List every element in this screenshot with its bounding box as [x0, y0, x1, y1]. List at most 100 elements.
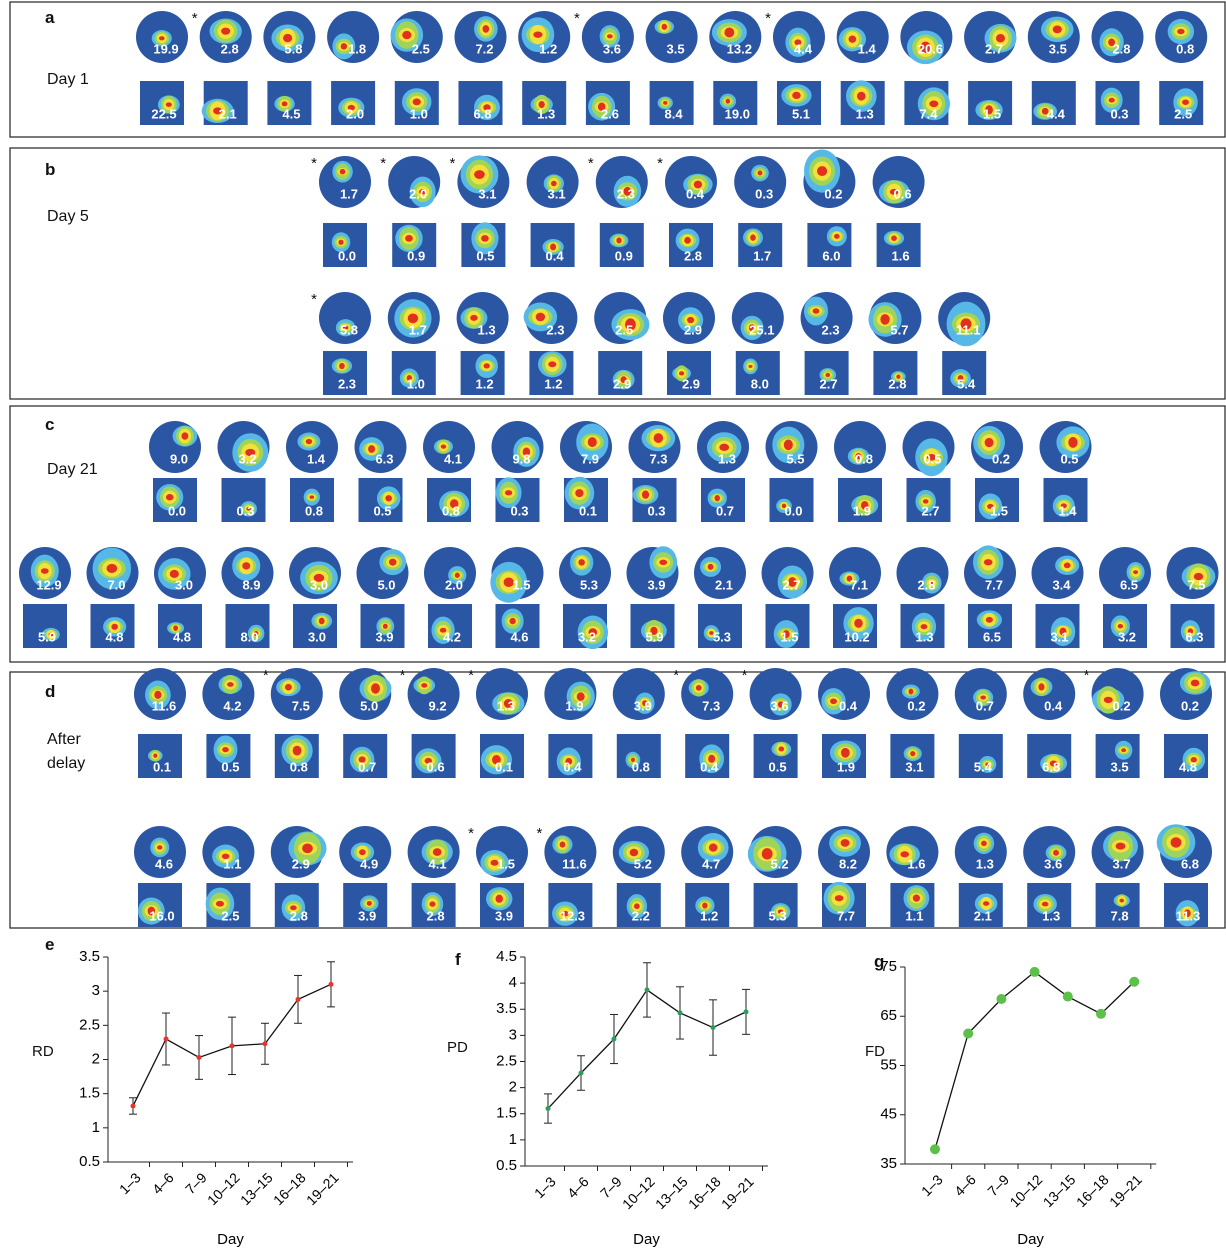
y-tick-label: 2.5 — [79, 1016, 100, 1033]
field-blob — [891, 235, 897, 240]
field-blob — [222, 747, 229, 752]
peak-rate: 2.8 — [1112, 41, 1130, 56]
peak-rate: 8.4 — [665, 106, 684, 121]
y-tick-label: 3.5 — [79, 948, 100, 965]
field-blob — [340, 169, 346, 175]
field-blob — [792, 92, 800, 99]
x-tick-label: 13–15 — [1040, 1171, 1079, 1210]
peak-rate: 2.6 — [601, 106, 619, 121]
field-blob — [913, 895, 920, 902]
field-blob — [216, 901, 224, 907]
peak-rate: 13.2 — [727, 41, 752, 56]
peak-rate: 1.2 — [700, 908, 718, 923]
peak-rate: 2.8 — [917, 577, 935, 592]
panel-label: f — [455, 950, 461, 970]
peak-rate: 6.5 — [983, 629, 1001, 644]
field-blob — [985, 438, 994, 447]
peak-rate: 5.1 — [792, 106, 810, 121]
star-marker: * — [657, 155, 663, 172]
data-point — [963, 1028, 973, 1038]
peak-rate: 2.3 — [338, 376, 356, 391]
peak-rate: 3.2 — [1118, 629, 1136, 644]
peak-rate: 3.1 — [478, 186, 496, 201]
x-tick-label: 4–6 — [564, 1173, 592, 1201]
figure-graphics: 19.922.52.82.1*5.84.51.82.02.51.07.26.81… — [0, 0, 1226, 1252]
peak-rate: 1.4 — [1058, 503, 1077, 518]
x-tick-label: 10–12 — [1006, 1171, 1045, 1210]
peak-rate: 1.2 — [544, 376, 562, 391]
peak-rate: 4.5 — [282, 106, 300, 121]
peak-rate: 0.3 — [755, 186, 773, 201]
x-tick-label: 16–18 — [270, 1169, 309, 1208]
peak-rate: 4.2 — [443, 629, 461, 644]
peak-rate: 1.7 — [409, 322, 427, 337]
peak-rate: 2.1 — [219, 106, 237, 121]
peak-rate: 0.3 — [647, 503, 665, 518]
peak-rate: 3.1 — [905, 759, 923, 774]
field-blob — [106, 564, 117, 573]
peak-rate: 12.9 — [36, 577, 61, 592]
peak-rate: 0.7 — [716, 503, 734, 518]
x-tick-label: 1–3 — [918, 1171, 946, 1199]
field-blob — [910, 751, 915, 756]
data-point — [1096, 1009, 1106, 1019]
field-blob — [227, 682, 234, 687]
peak-rate: 5.7 — [890, 322, 908, 337]
field-blob — [986, 617, 993, 623]
peak-rate: 5.8 — [284, 41, 302, 56]
field-blob — [724, 28, 734, 38]
peak-rate: 2.1 — [715, 577, 733, 592]
x-tick-label: 10–12 — [204, 1169, 243, 1208]
peak-rate: 3.5 — [667, 41, 685, 56]
data-point — [930, 1144, 940, 1154]
star-marker: * — [311, 291, 317, 308]
peak-rate: 1.1 — [905, 908, 923, 923]
peak-rate: 0.8 — [855, 451, 873, 466]
star-marker: * — [468, 825, 474, 842]
x-tick-label: 10–12 — [619, 1173, 658, 1212]
peak-rate: 2.7 — [921, 503, 939, 518]
data-point — [263, 1041, 268, 1046]
field-blob — [153, 754, 157, 758]
star-marker: * — [765, 10, 771, 27]
peak-rate: 3.0 — [310, 577, 328, 592]
peak-rate: 0.0 — [784, 503, 802, 518]
field-blob — [719, 444, 729, 451]
peak-rate: 0.6 — [427, 759, 445, 774]
field-blob — [548, 361, 556, 367]
field-blob — [1121, 748, 1126, 752]
peak-rate: 0.3 — [510, 503, 528, 518]
peak-rate: 3.9 — [647, 577, 665, 592]
field-blob — [1053, 25, 1062, 33]
peak-rate: 1.5 — [497, 856, 515, 871]
peak-rate: 1.8 — [348, 41, 366, 56]
peak-rate: 1.3 — [497, 698, 515, 713]
field-blob — [1116, 843, 1126, 850]
field-blob — [536, 313, 545, 322]
y-tick-label: 1 — [509, 1131, 517, 1148]
star-marker: * — [192, 10, 198, 27]
peak-rate: 1.0 — [407, 376, 425, 391]
y-tick-label: 45 — [880, 1106, 897, 1123]
peak-rate: 2.3 — [617, 186, 635, 201]
peak-rate: 2.9 — [613, 376, 631, 391]
peak-rate: 3.1 — [548, 186, 566, 201]
peak-rate: 0.4 — [1044, 698, 1063, 713]
peak-rate: 7.2 — [475, 41, 493, 56]
field-blob — [429, 901, 435, 906]
y-tick-label: 65 — [880, 1007, 897, 1024]
peak-rate: 6.3 — [1185, 629, 1203, 644]
field-blob — [389, 559, 396, 566]
data-point — [1030, 967, 1040, 977]
peak-rate: 1.6 — [907, 856, 925, 871]
peak-rate: 1.6 — [892, 248, 910, 263]
field-blob — [663, 101, 667, 105]
peak-rate: 0.0 — [338, 248, 356, 263]
field-blob — [306, 439, 312, 444]
field-blob — [1182, 99, 1189, 105]
peak-rate: 0.9 — [615, 248, 633, 263]
peak-rate: 8.9 — [242, 577, 260, 592]
panel-label: d — [45, 682, 55, 702]
peak-rate: 6.8 — [1042, 759, 1060, 774]
field-blob — [441, 444, 446, 448]
